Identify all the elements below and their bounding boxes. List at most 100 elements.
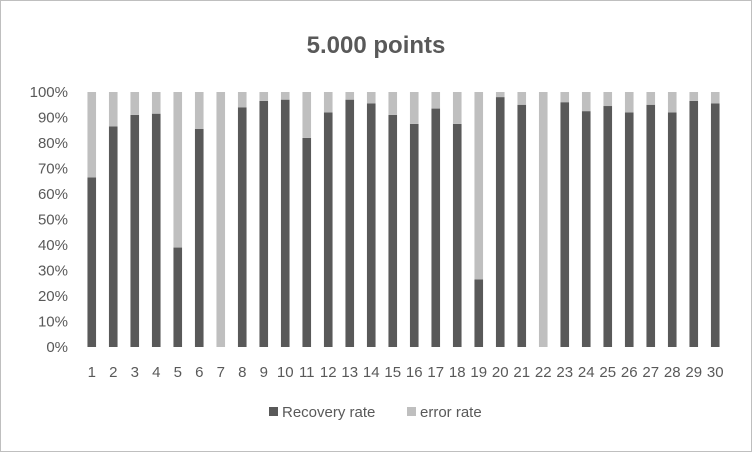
bar-recovery-21	[517, 104, 527, 347]
x-tick-label: 13	[341, 364, 358, 381]
bar-recovery-13	[345, 99, 355, 348]
bar-error-7	[216, 92, 226, 347]
legend: Recovery rate error rate	[269, 404, 482, 421]
x-tick-label: 4	[152, 364, 160, 381]
x-tick-label: 17	[427, 364, 444, 381]
y-axis-ticks: 0% 10% 20% 30% 40% 50% 60% 70% 80% 90% 100%	[30, 84, 68, 356]
bar-error-5	[173, 92, 183, 248]
bar-error-21	[517, 92, 527, 105]
bar-recovery-19	[474, 279, 484, 347]
bar-recovery-29	[689, 100, 699, 348]
bar-recovery-10	[280, 99, 290, 348]
bar-recovery-6	[194, 128, 204, 347]
x-tick-label: 7	[217, 364, 225, 381]
y-tick-label: 20%	[38, 288, 68, 305]
x-tick-label: 6	[195, 364, 203, 381]
bar-error-4	[151, 92, 161, 114]
legend-label-error: error rate	[420, 404, 482, 421]
y-tick-label: 10%	[38, 314, 68, 331]
y-tick-label: 80%	[38, 135, 68, 152]
bar-error-8	[237, 92, 247, 108]
legend-swatch-error	[407, 407, 416, 416]
bar-error-14	[366, 92, 376, 104]
bar-recovery-28	[667, 112, 677, 348]
bar-error-11	[302, 92, 312, 138]
x-tick-label: 30	[707, 364, 724, 381]
bar-recovery-8	[237, 107, 247, 347]
bar-recovery-2	[108, 126, 118, 348]
x-tick-label: 23	[556, 364, 573, 381]
bar-recovery-20	[495, 97, 505, 347]
x-tick-label: 5	[174, 364, 182, 381]
x-tick-label: 2	[109, 364, 117, 381]
bar-recovery-16	[409, 123, 419, 348]
legend-swatch-recovery	[269, 407, 278, 416]
y-tick-label: 90%	[38, 110, 68, 127]
bar-error-2	[108, 92, 118, 127]
bar-recovery-18	[452, 123, 462, 348]
bar-error-12	[323, 92, 333, 113]
bars-group	[87, 92, 720, 348]
bar-error-15	[388, 92, 398, 115]
bar-recovery-25	[603, 106, 613, 347]
x-tick-label: 18	[449, 364, 466, 381]
y-tick-label: 60%	[38, 186, 68, 203]
x-tick-label: 19	[470, 364, 487, 381]
bar-error-13	[345, 92, 355, 100]
bar-recovery-24	[581, 111, 591, 348]
y-tick-label: 0%	[46, 339, 68, 356]
bar-error-17	[431, 92, 441, 109]
x-tick-label: 27	[642, 364, 659, 381]
x-tick-label: 9	[260, 364, 268, 381]
x-tick-label: 29	[685, 364, 702, 381]
x-tick-label: 26	[621, 364, 638, 381]
bar-recovery-9	[259, 100, 269, 348]
x-tick-label: 10	[277, 364, 294, 381]
y-tick-label: 50%	[38, 212, 68, 229]
bar-recovery-23	[560, 102, 570, 347]
bar-error-27	[646, 92, 656, 105]
x-tick-label: 21	[513, 364, 530, 381]
bar-error-22	[538, 92, 548, 347]
x-tick-label: 15	[384, 364, 401, 381]
bar-error-26	[624, 92, 634, 113]
bar-recovery-1	[87, 177, 97, 347]
x-tick-label: 14	[363, 364, 380, 381]
x-tick-label: 25	[599, 364, 616, 381]
y-tick-label: 100%	[30, 84, 68, 101]
bar-error-3	[130, 92, 140, 115]
bar-recovery-12	[323, 112, 333, 348]
y-tick-label: 30%	[38, 263, 68, 280]
x-tick-label: 22	[535, 364, 552, 381]
bar-error-28	[667, 92, 677, 113]
bar-error-30	[710, 92, 720, 104]
bar-recovery-4	[151, 113, 161, 347]
bar-error-19	[474, 92, 484, 280]
bar-recovery-5	[173, 247, 183, 347]
bar-error-29	[689, 92, 699, 101]
bar-error-18	[452, 92, 462, 124]
x-tick-label: 20	[492, 364, 509, 381]
bar-error-16	[409, 92, 419, 124]
bar-error-10	[280, 92, 290, 100]
y-tick-label: 70%	[38, 161, 68, 178]
bar-recovery-30	[710, 103, 720, 347]
x-tick-label: 16	[406, 364, 423, 381]
x-tick-label: 24	[578, 364, 595, 381]
x-tick-label: 28	[664, 364, 681, 381]
bar-error-24	[581, 92, 591, 112]
bar-recovery-26	[624, 112, 634, 348]
bar-recovery-15	[388, 114, 398, 347]
bar-recovery-3	[130, 114, 140, 347]
bar-recovery-14	[366, 103, 376, 347]
x-tick-label: 12	[320, 364, 337, 381]
bar-error-23	[560, 92, 570, 103]
legend-label-recovery: Recovery rate	[282, 404, 375, 421]
x-axis-ticks: 1 2 3 4 5 6 7 8 9 10 11 12 13 14 15 16 17 18 19 20 21 22 23 24 2…	[88, 364, 724, 381]
x-tick-label: 3	[131, 364, 139, 381]
bar-error-20	[495, 92, 505, 98]
x-tick-label: 11	[299, 364, 315, 381]
bar-error-25	[603, 92, 613, 107]
